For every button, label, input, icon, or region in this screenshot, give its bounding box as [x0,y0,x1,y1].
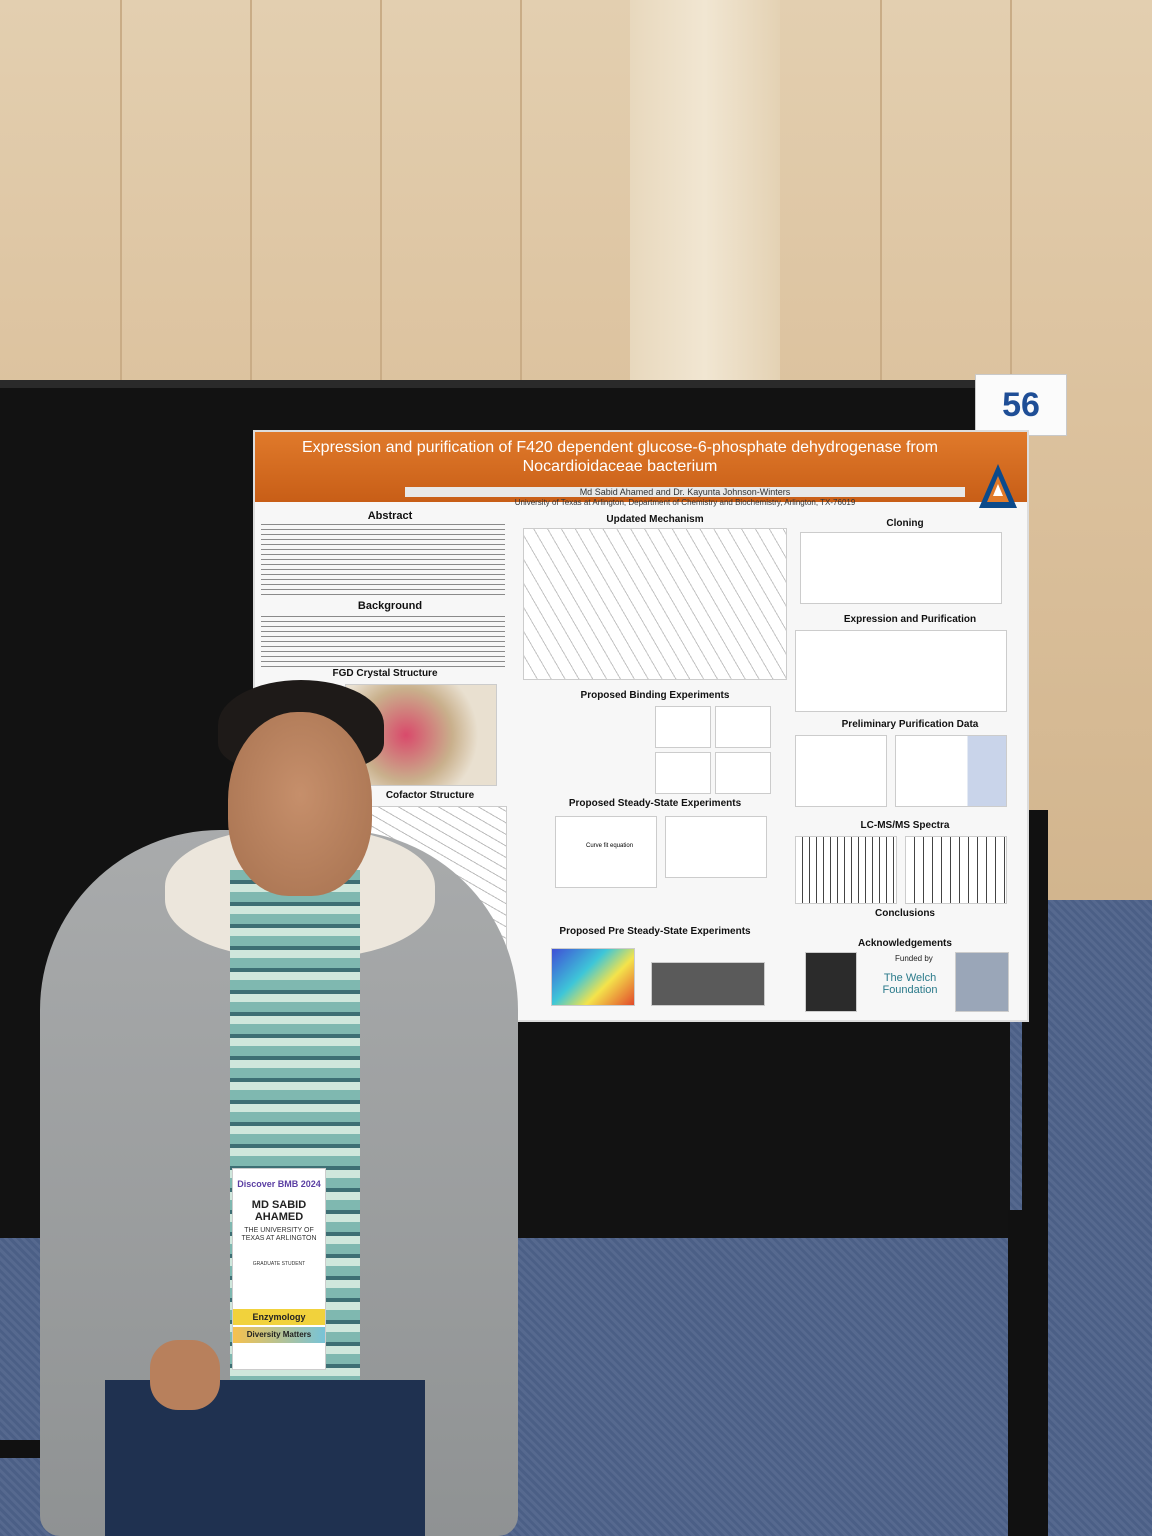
lcms-spectrum-plot [905,836,1007,904]
section-conclusions: Conclusions [874,908,935,919]
advisor-photo [805,952,857,1012]
section-binding: Proposed Binding Experiments [580,690,730,701]
background-text-block [261,616,505,668]
chromatogram-plot [795,735,887,807]
binding-spectra-plot [655,706,711,748]
sds-page-gel [895,735,1007,807]
section-background: Background [357,600,423,612]
steady-state-plot: Curve fit equation [555,816,657,888]
name-badge: Discover BMB 2024 MD SABID AHAMED THE UN… [232,1168,326,1370]
person-hand [150,1340,220,1410]
mechanism-diagram [523,528,787,680]
steady-state-kinetics-plot [665,816,767,878]
board-post [1008,1210,1024,1536]
binding-curve-plot [715,706,771,748]
badge-name: MD SABID AHAMED [251,1199,307,1223]
poster-title: Expression and purification of F420 depe… [302,439,938,475]
badge-role: GRADUATE STUDENT [252,1261,306,1267]
person-face [228,712,372,896]
poster-affiliation: University of Texas at Arlington, Depart… [514,498,856,507]
binding-spectra-plot [655,752,711,794]
binding-curve-plot [715,752,771,794]
section-pre-steady: Proposed Pre Steady-State Experiments [559,926,751,937]
section-steady-state: Proposed Steady-State Experiments [568,798,742,809]
cloning-diagram [800,532,1002,604]
person-jeans [105,1380,425,1536]
group-photo [955,952,1009,1012]
badge-ribbon-enzymology: Enzymology [233,1309,325,1325]
section-expression: Expression and Purification [843,614,977,625]
stopped-flow-photo [651,962,765,1006]
expression-figure [795,630,1007,712]
curve-fit-label: Curve fit equation [586,843,634,849]
section-acknowledgements: Acknowledgements [858,938,952,949]
abstract-text-block [261,524,505,596]
section-fgd-crystal: FGD Crystal Structure [332,668,438,679]
badge-organization: THE UNIVERSITY OF TEXAS AT ARLINGTON [241,1227,317,1242]
welch-foundation-logo: The Welch Foundation [882,972,938,996]
section-cloning: Cloning [886,518,924,529]
section-lcms: LC-MS/MS Spectra [860,820,950,831]
pre-steady-surface-plot [551,948,635,1006]
lcms-spectrum-plot [795,836,897,904]
section-abstract: Abstract [367,510,413,522]
badge-event-logo: Discover BMB 2024 [237,1179,321,1189]
section-purification-data: Preliminary Purification Data [841,719,979,730]
section-mechanism: Updated Mechanism [606,514,704,525]
uta-logo [979,464,1017,508]
research-poster: Expression and purification of F420 depe… [255,432,1027,1020]
section-cofactor: Cofactor Structure [385,790,475,801]
booth-number-card: 56 [975,374,1067,436]
poster-authors: Md Sabid Ahamed and Dr. Kayunta Johnson-… [405,487,965,497]
badge-ribbon-diversity: Diversity Matters [233,1327,325,1343]
funded-by-label: Funded by [895,954,933,963]
